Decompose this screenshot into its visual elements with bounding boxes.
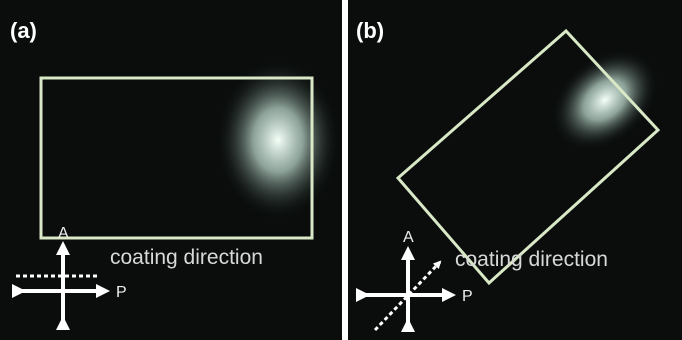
polarizer-label: P: [462, 288, 473, 305]
annotation: coating direction: [455, 248, 608, 271]
panel-a: (a) A P coating direction: [0, 0, 342, 340]
panel-label: (b): [356, 18, 384, 43]
analyzer-label: A: [403, 229, 414, 246]
bright-region: [216, 60, 340, 220]
panel-label: (a): [10, 18, 37, 43]
annotation: coating direction: [110, 246, 263, 269]
polarizer-label: P: [116, 284, 127, 301]
panel-b: (b) A P coating direction: [348, 0, 682, 340]
analyzer-label: A: [58, 225, 69, 242]
figure: (a) A P coating direction (b) A P coatin…: [0, 0, 682, 340]
